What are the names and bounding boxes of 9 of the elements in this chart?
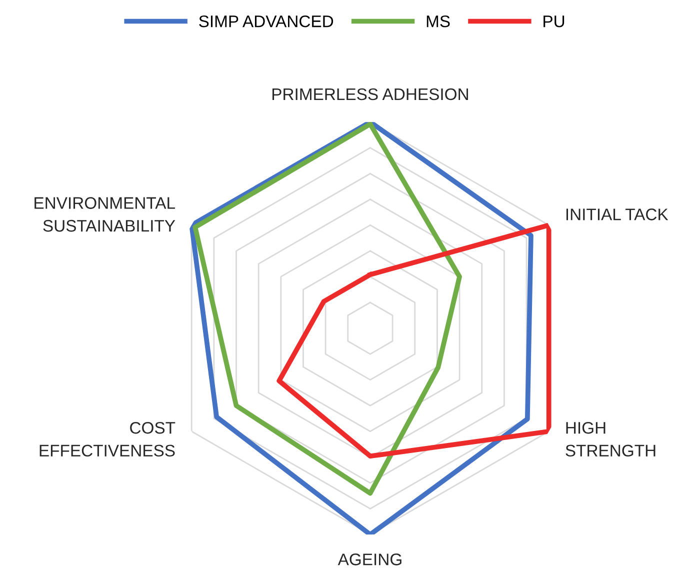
spoke-label: COST EFFECTIVENESS bbox=[40, 422, 176, 457]
spoke-label: ENVIRONMENTAL SUSTAINABILITY bbox=[34, 197, 176, 232]
spoke-label: INITIAL TACK bbox=[566, 208, 668, 220]
legend-label: SIMP ADVANCED bbox=[199, 15, 334, 28]
spoke-label: PRIMERLESS ADHESION bbox=[272, 88, 468, 100]
legend-label: MS bbox=[426, 15, 450, 28]
legend-label: PU bbox=[544, 16, 564, 28]
spoke-label: AGEING bbox=[338, 554, 402, 566]
spoke-label: HIGH STRENGTH bbox=[566, 422, 656, 457]
